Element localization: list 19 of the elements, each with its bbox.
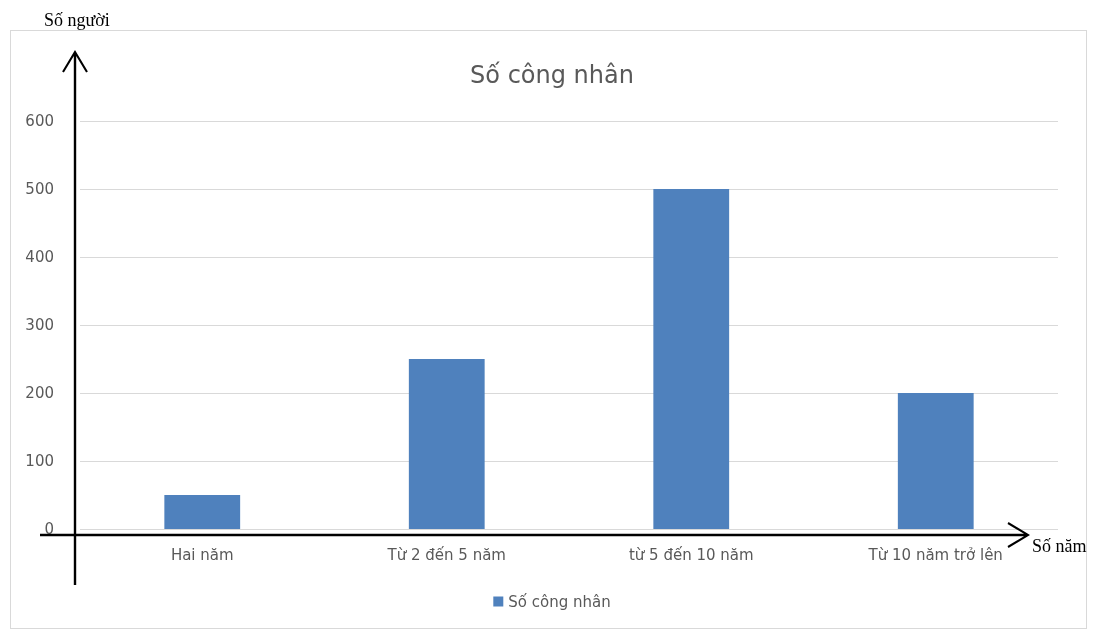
x-tick-label: Hai năm — [170, 545, 234, 564]
bar — [897, 393, 974, 529]
y-tick-label: 200 — [25, 384, 54, 402]
y-tick-label: 500 — [25, 180, 54, 198]
x-tick-label: Từ 2 đến 5 năm — [386, 545, 506, 564]
x-tick-label: Từ 10 năm trở lên — [867, 545, 1003, 564]
y-tick-label: 600 — [25, 112, 54, 130]
legend-label: Số công nhân — [508, 592, 611, 611]
y-tick-label: 100 — [25, 452, 54, 470]
chart-title: Số công nhân — [470, 61, 634, 89]
y-tick-label: 300 — [25, 316, 54, 334]
bar — [653, 189, 730, 529]
x-axis-title: Số năm — [1032, 536, 1087, 556]
bar — [408, 359, 485, 529]
y-axis-title: Số người — [44, 10, 110, 30]
x-tick-label: từ 5 đến 10 năm — [628, 545, 754, 564]
y-tick-label: 400 — [25, 248, 54, 266]
y-tick-label: 0 — [44, 520, 54, 538]
bar — [164, 495, 241, 529]
